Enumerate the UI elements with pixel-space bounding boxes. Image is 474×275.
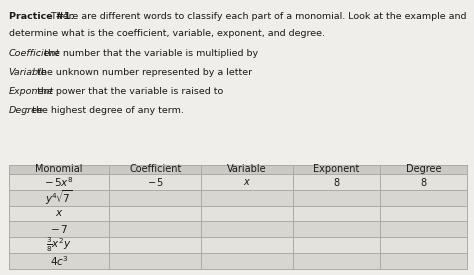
Text: determine what is the coefficient, variable, exponent, and degree.: determine what is the coefficient, varia… <box>9 29 325 38</box>
Text: $8$: $8$ <box>332 176 340 188</box>
Text: Degree: Degree <box>406 164 441 174</box>
Text: Coefficient: Coefficient <box>129 164 182 174</box>
Text: Variable: Variable <box>227 164 267 174</box>
Text: $y^{4}\!\sqrt{7}$: $y^{4}\!\sqrt{7}$ <box>45 188 73 207</box>
Text: Exponent: Exponent <box>9 87 54 96</box>
Text: Coefficient: Coefficient <box>9 50 60 59</box>
Text: Exponent: Exponent <box>313 164 359 174</box>
Text: : the unknown number represented by a letter: : the unknown number represented by a le… <box>31 68 252 77</box>
Text: Variable: Variable <box>9 68 47 77</box>
Text: : the highest degree of any term.: : the highest degree of any term. <box>26 106 183 115</box>
Text: $x$: $x$ <box>243 177 251 187</box>
Text: $4c^{3}$: $4c^{3}$ <box>49 254 68 268</box>
Text: : the number that the variable is multiplied by: : the number that the variable is multip… <box>38 50 258 59</box>
Text: Monomial: Monomial <box>35 164 82 174</box>
Text: $8$: $8$ <box>419 176 427 188</box>
Text: There are different words to classify each part of a monomial. Look at the examp: There are different words to classify ea… <box>48 12 466 21</box>
Text: $-\,5$: $-\,5$ <box>146 176 164 188</box>
Text: : the power that the variable is raised to: : the power that the variable is raised … <box>31 87 223 96</box>
Text: Practice #1:: Practice #1: <box>9 12 74 21</box>
Text: $-\,7$: $-\,7$ <box>50 223 68 235</box>
Text: Degree: Degree <box>9 106 44 115</box>
Text: $x$: $x$ <box>55 208 63 218</box>
Text: $-\,5x^{8}$: $-\,5x^{8}$ <box>44 175 74 189</box>
Text: $\frac{3}{8}x^{2}y$: $\frac{3}{8}x^{2}y$ <box>46 236 72 254</box>
